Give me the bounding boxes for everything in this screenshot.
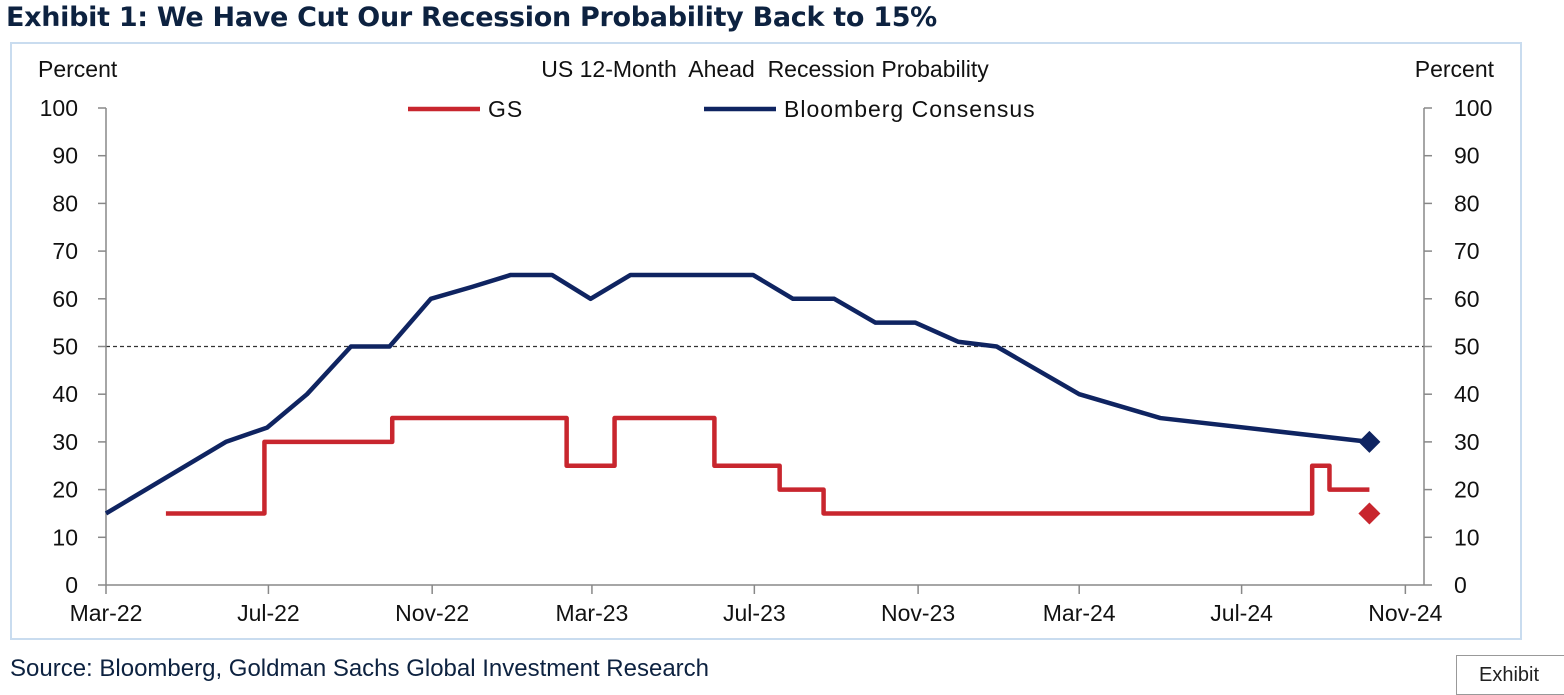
y-tick-label-right: 100 [1454,95,1492,121]
x-tick-label: Mar-24 [1043,600,1116,626]
source-note: Source: Bloomberg, Goldman Sachs Global … [10,655,710,682]
y-tick-label-left: 90 [52,143,78,169]
y-tick-label-right: 20 [1454,477,1480,503]
legend: GS Bloomberg Consensus [408,96,1036,122]
series-line-gs [165,415,1370,516]
y-tick-label-right: 50 [1454,334,1480,360]
y-tick-label-right: 60 [1454,286,1480,312]
chart-title: US 12-Month Ahead Recession Probability [541,56,989,82]
legend-label-gs: GS [488,96,523,122]
x-tick-label: Nov-23 [881,600,955,626]
x-tick-label: Nov-24 [1368,600,1442,626]
y-tick-label-left: 40 [52,381,78,407]
y-tick-label-left: 30 [52,429,78,455]
exhibit-tab[interactable]: Exhibit [1456,655,1564,695]
y-tick-label-right: 40 [1454,381,1480,407]
right-axis-unit-label: Percent [1415,56,1495,82]
series-layer [104,272,1381,525]
legend-label-bloomberg-consensus: Bloomberg Consensus [784,96,1036,122]
x-tick-label: Jul-22 [237,600,300,626]
series-marker-bloomberg-consensus [1358,430,1381,453]
y-tick-label-right: 10 [1454,524,1480,550]
y-tick-label-right: 80 [1454,190,1480,216]
y-tick-label-right: 30 [1454,429,1480,455]
y-tick-label-left: 10 [52,524,78,550]
series-line-bloomberg-consensus [104,272,1370,516]
y-tick-label-right: 90 [1454,143,1480,169]
left-axis-unit-label: Percent [38,56,118,82]
exhibit-title: Exhibit 1: We Have Cut Our Recession Pro… [6,2,937,33]
axis-layer: 0 0 10 10 20 20 30 30 40 40 50 50 60 60 70 70 80 80 90 90 10… [40,95,1493,626]
x-tick-label: Mar-23 [555,600,628,626]
x-tick-label: Nov-22 [395,600,469,626]
y-tick-label-right: 70 [1454,238,1480,264]
y-tick-label-left: 70 [52,238,78,264]
chart-frame [10,42,1522,640]
y-tick-label-left: 0 [65,572,78,598]
series-marker-gs [1358,502,1381,525]
y-tick-label-left: 100 [40,95,78,121]
x-tick-label: Jul-24 [1210,600,1273,626]
x-tick-label: Mar-22 [70,600,143,626]
y-tick-label-right: 0 [1454,572,1467,598]
x-tick-label: Jul-23 [723,600,786,626]
y-tick-label-left: 50 [52,334,78,360]
y-tick-label-left: 20 [52,477,78,503]
y-tick-label-left: 80 [52,190,78,216]
y-tick-label-left: 60 [52,286,78,312]
